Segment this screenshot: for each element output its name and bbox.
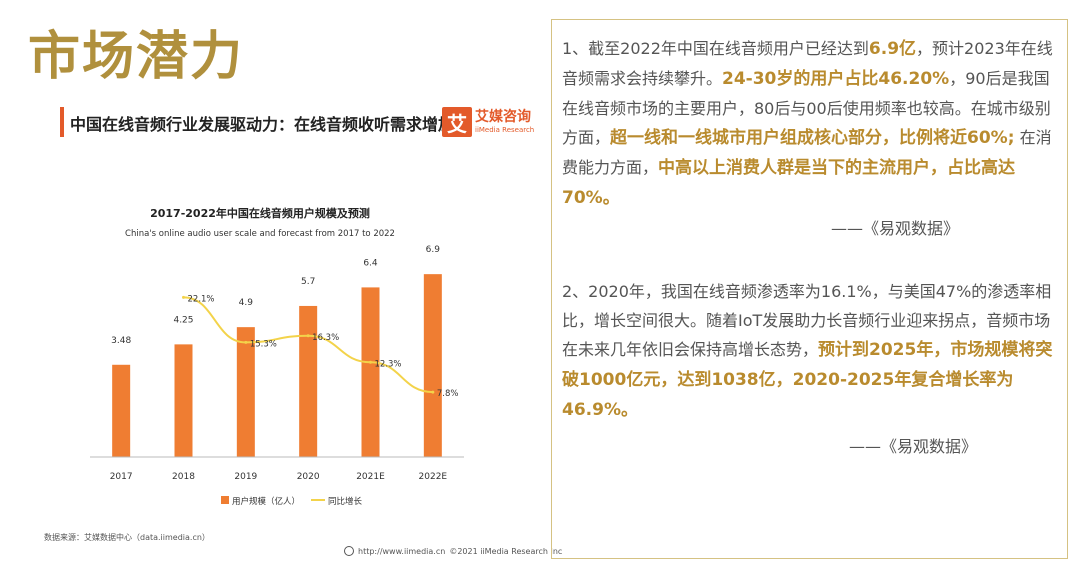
brand-logo: 艾 艾媒咨询 iiMedia Research	[442, 105, 534, 139]
body-text: 在消费能力方面，	[562, 128, 1052, 177]
highlight-text: 预计到2025年，市场规模将突破1000亿元，达到1038亿，2020-2025…	[562, 340, 1053, 420]
growth-rate-label: 12.3%	[375, 359, 402, 369]
x-tick-label: 2018	[172, 472, 195, 482]
insight-paragraph-2: 2、2020年，我国在线音频渗透率为16.1%，与美国47%的渗透率相比，增长空…	[562, 277, 1057, 425]
panel-heading: 中国在线音频行业发展驱动力：在线音频收听需求增加 艾 艾媒咨询 iiMedia …	[28, 103, 538, 141]
growth-rate-label: 16.3%	[312, 333, 339, 343]
bar-value-label: 4.9	[239, 298, 254, 308]
growth-rate-point	[244, 340, 248, 344]
highlight-text: 24-30岁的用户占比46.20%	[722, 69, 950, 89]
x-tick-label: 2022E	[419, 472, 448, 482]
panel-heading-text: 中国在线音频行业发展驱动力：在线音频收听需求增加	[70, 115, 455, 134]
legend-line-label: 同比增长	[328, 496, 363, 507]
x-tick-label: 2021E	[356, 472, 385, 482]
growth-rate-label: 7.8%	[437, 389, 459, 399]
bar-2018	[174, 344, 193, 457]
bar-2022E	[423, 274, 442, 457]
globe-icon	[344, 546, 354, 556]
body-text: ，预计2023年在线音频需求会持续攀升。	[562, 39, 1053, 88]
highlight-text: 6.9亿	[868, 39, 917, 59]
growth-rate-label: 15.3%	[250, 339, 277, 349]
insight-text-box: 1、截至2022年中国在线音频用户已经达到6.9亿，预计2023年在线音频需求会…	[551, 19, 1068, 559]
growth-rate-point	[306, 334, 310, 338]
chart-panel: 中国在线音频行业发展驱动力：在线音频收听需求增加 艾 艾媒咨询 iiMedia …	[28, 95, 562, 560]
body-text: 2、2020年，我国在线音频渗透率为16.1%，与美国47%的渗透率相比，增长空…	[562, 282, 1052, 359]
bar-2017	[112, 364, 131, 457]
slide-title: 市场潜力	[28, 27, 245, 87]
bar-value-label: 6.9	[426, 245, 441, 255]
highlight-text: 中高以上消费人群是当下的主流用户，占比高达70%。	[562, 158, 1016, 208]
x-tick-label: 2020	[297, 472, 320, 482]
growth-rate-point	[431, 390, 435, 394]
growth-rate-point	[182, 295, 185, 299]
body-text: 1、截至2022年中国在线音频用户已经达到	[562, 39, 869, 58]
bar-value-label: 6.4	[363, 258, 378, 268]
bar-2020	[299, 305, 318, 457]
bar-value-label: 3.48	[111, 336, 131, 346]
bar-2021E	[361, 287, 380, 457]
attribution-1: ——《易观数据》	[830, 219, 959, 238]
insight-paragraph-1: 1、截至2022年中国在线音频用户已经达到6.9亿，预计2023年在线音频需求会…	[562, 34, 1057, 213]
footer-note: http://www.iimedia.cn ©2021 iiMedia Rese…	[344, 546, 562, 556]
body-text: ，90后是我国在线音频市场的主要用户，80后与00后使用频率也较高。在城市级别方…	[562, 69, 1051, 147]
bar-value-label: 4.25	[173, 315, 193, 325]
source-note: 数据来源：艾媒数据中心（data.iimedia.cn）	[44, 533, 210, 542]
x-tick-label: 2019	[234, 472, 257, 482]
bar-2019	[236, 327, 255, 457]
highlight-text: 超一线和一线城市用户组成核心部分，比例将近60%;	[610, 128, 1015, 148]
legend-bar-label: 用户规模（亿人）	[232, 496, 300, 507]
chart-title: 2017-2022年中国在线音频用户规模及预测	[150, 206, 370, 220]
bar-value-label: 5.7	[301, 277, 315, 287]
attribution-2: ——《易观数据》	[848, 437, 977, 456]
footer-copyright: ©2021 iiMedia Research Inc	[449, 546, 563, 556]
heading-accent-bar	[60, 107, 64, 137]
brand-name-cn: 艾媒咨询	[475, 109, 531, 125]
legend-bar-swatch	[221, 496, 229, 504]
x-tick-label: 2017	[110, 472, 133, 482]
user-scale-chart: 2017-2022年中国在线音频用户规模及预测 China's online a…	[90, 206, 464, 507]
growth-rate-label: 22.1%	[188, 294, 215, 304]
brand-mark-icon: 艾	[442, 107, 472, 137]
chart-subtitle: China's online audio user scale and fore…	[125, 229, 395, 239]
growth-rate-point	[369, 360, 372, 364]
brand-name-en: iiMedia Research	[475, 126, 535, 134]
footer-url: http://www.iimedia.cn	[358, 546, 446, 556]
